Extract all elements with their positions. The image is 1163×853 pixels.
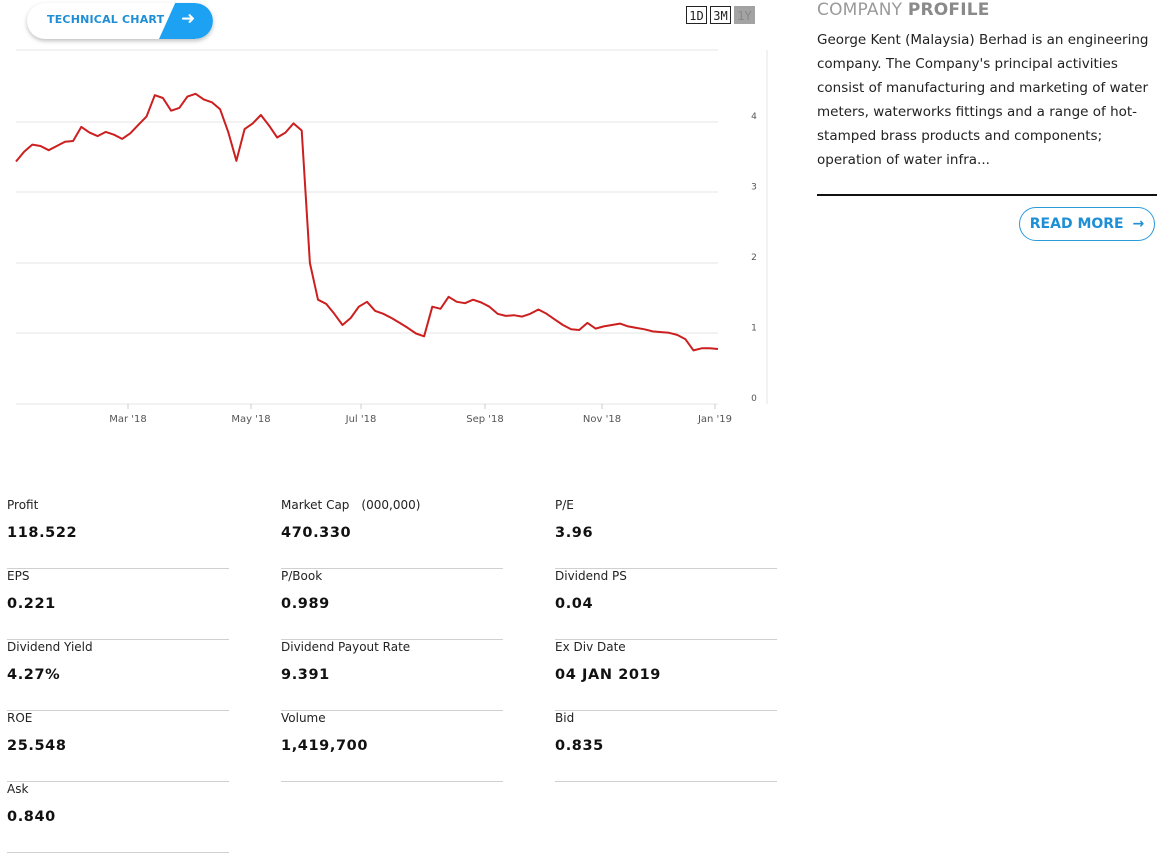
- stat-value: 9.391: [281, 667, 330, 683]
- stat-value: 4.27%: [7, 667, 61, 683]
- stat-item: Bid 0.835: [555, 711, 777, 782]
- stat-item: Dividend Yield 4.27%: [7, 640, 229, 711]
- read-more-button[interactable]: READ MORE →: [1019, 207, 1155, 241]
- stat-item: EPS 0.221: [7, 569, 229, 640]
- stat-value: 3.96: [555, 525, 594, 541]
- stat-label: Ask: [7, 782, 29, 796]
- stat-item: Volume 1,419,700: [281, 711, 503, 782]
- y-tick-label: 3: [751, 183, 757, 193]
- profile-text: George Kent (Malaysia) Berhad is an engi…: [817, 32, 1149, 168]
- range-1d-button[interactable]: 1D: [686, 6, 707, 24]
- stat-value: 470.330: [281, 525, 352, 541]
- stat-value: 118.522: [7, 525, 78, 541]
- stat-item: Dividend PS 0.04: [555, 569, 777, 640]
- stat-label: P/Book: [281, 569, 323, 583]
- range-1y-button[interactable]: 1Y: [734, 6, 755, 24]
- technical-chart-button[interactable]: TECHNICAL CHART ➜: [27, 3, 213, 39]
- y-tick-label: 1: [751, 324, 757, 334]
- stat-value: 04 JAN 2019: [555, 667, 661, 683]
- stat-label: Profit: [7, 498, 39, 512]
- stat-label: Volume: [281, 711, 326, 725]
- stat-label: Dividend Payout Rate: [281, 640, 411, 654]
- stat-value: 1,419,700: [281, 738, 369, 754]
- x-tick-label: Mar '18: [109, 414, 147, 425]
- y-tick-label: 4: [751, 112, 757, 122]
- stat-label: Market Cap (000,000): [281, 498, 421, 512]
- x-tick-label: Sep '18: [466, 414, 504, 425]
- stat-label: Bid: [555, 711, 575, 725]
- stat-item: P/Book 0.989: [281, 569, 503, 640]
- arrow-right-icon: →: [1132, 216, 1145, 232]
- profile-divider: [817, 194, 1157, 196]
- range-3m-button[interactable]: 3M: [710, 6, 731, 24]
- company-profile: COMPANY PROFILE George Kent (Malaysia) B…: [817, 0, 1157, 241]
- stat-value: 25.548: [7, 738, 67, 754]
- x-tick-label: Nov '18: [583, 414, 621, 425]
- stat-item: Dividend Payout Rate 9.391: [281, 640, 503, 711]
- price-line: [15, 92, 719, 352]
- profile-title: COMPANY PROFILE: [817, 0, 990, 20]
- range-selector: 1D 3M 1Y: [686, 6, 755, 24]
- stat-value: 0.840: [7, 809, 56, 825]
- x-tick-label: May '18: [231, 414, 270, 425]
- stat-item: Ask 0.840: [7, 782, 229, 853]
- stat-value: 0.835: [555, 738, 604, 754]
- stat-value: 0.221: [7, 596, 56, 612]
- stat-label: Dividend PS: [555, 569, 627, 583]
- y-tick-label: 0: [751, 394, 757, 404]
- stat-label: Ex Div Date: [555, 640, 626, 654]
- stat-item: Profit 118.522: [7, 498, 229, 569]
- x-tick-label: Jul '18: [345, 414, 377, 425]
- stat-unit: (000,000): [361, 498, 421, 512]
- stat-value: 0.989: [281, 596, 330, 612]
- stat-item: Market Cap (000,000) 470.330: [281, 498, 503, 569]
- stat-item: Ex Div Date 04 JAN 2019: [555, 640, 777, 711]
- y-tick-label: 2: [751, 253, 757, 263]
- stat-value: 0.04: [555, 596, 594, 612]
- stat-label: EPS: [7, 569, 30, 583]
- stat-item: P/E 3.96: [555, 498, 777, 569]
- technical-chart-label: TECHNICAL CHART: [47, 13, 165, 26]
- stat-label: P/E: [555, 498, 574, 512]
- stat-item: ROE 25.548: [7, 711, 229, 782]
- x-tick-label: Jan '19: [697, 414, 732, 425]
- price-chart: 0 1 2 3 4 Mar '18 May '18 Jul '18 Sep '18 Nov '18…: [15, 49, 768, 425]
- stat-label: Dividend Yield: [7, 640, 93, 654]
- stat-label: ROE: [7, 711, 33, 725]
